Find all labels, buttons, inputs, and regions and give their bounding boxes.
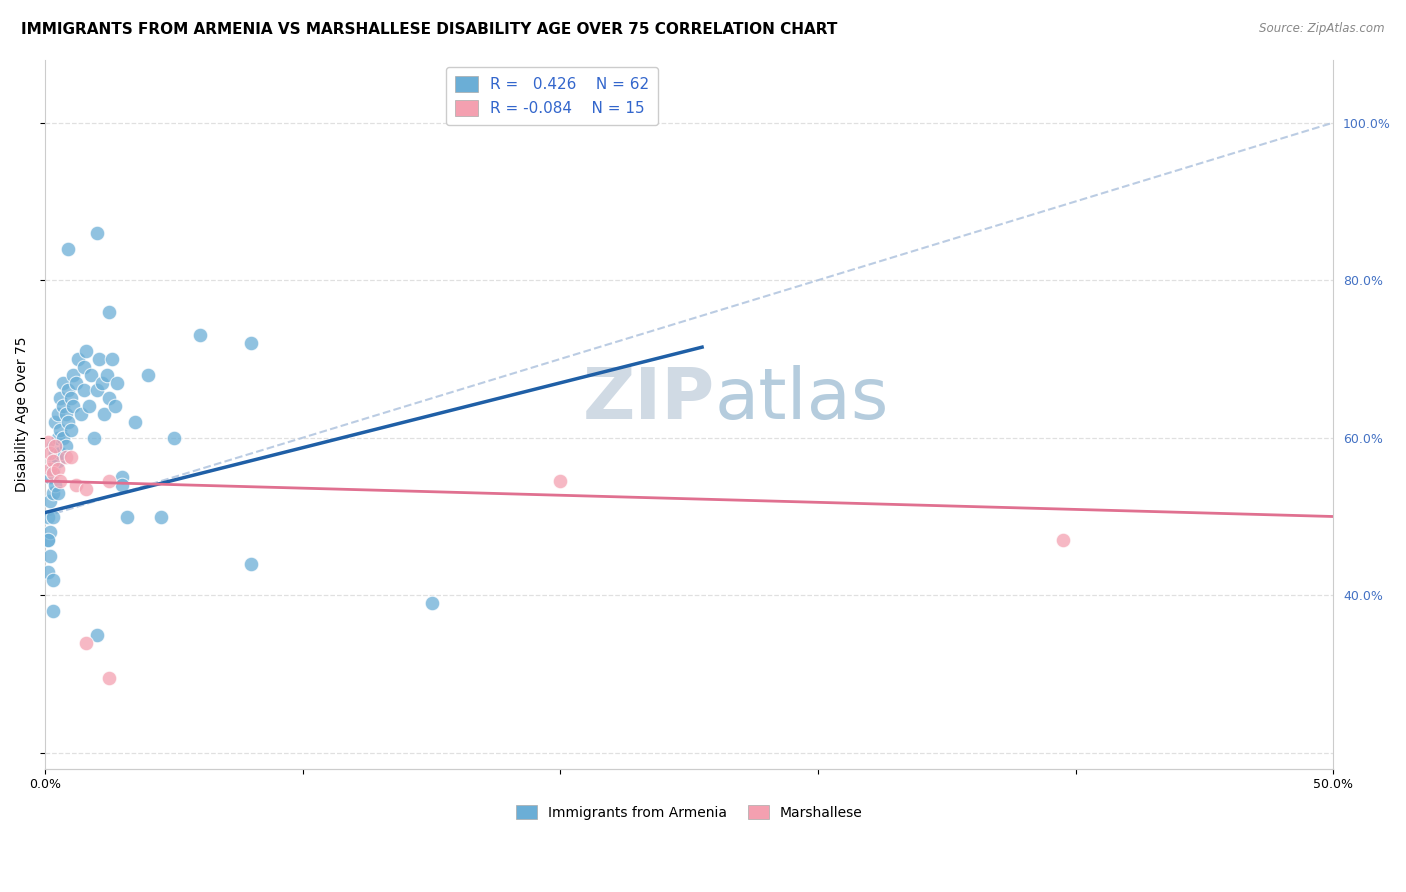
Point bbox=[39, 462, 62, 476]
Point bbox=[52, 431, 75, 445]
Point bbox=[49, 474, 72, 488]
Point bbox=[62, 399, 84, 413]
Point bbox=[39, 525, 62, 540]
Point bbox=[41, 454, 63, 468]
Point bbox=[62, 368, 84, 382]
Point bbox=[117, 509, 139, 524]
Point bbox=[37, 434, 59, 449]
Text: atlas: atlas bbox=[716, 366, 890, 434]
Point bbox=[49, 446, 72, 460]
Y-axis label: Disability Age Over 75: Disability Age Over 75 bbox=[15, 336, 30, 491]
Point bbox=[105, 376, 128, 390]
Point bbox=[41, 439, 63, 453]
Point bbox=[56, 415, 79, 429]
Legend: Immigrants from Armenia, Marshallese: Immigrants from Armenia, Marshallese bbox=[510, 799, 868, 825]
Point bbox=[46, 407, 69, 421]
Point bbox=[98, 671, 121, 685]
Point bbox=[39, 549, 62, 563]
Point bbox=[103, 399, 125, 413]
Point bbox=[98, 392, 121, 406]
Point bbox=[59, 450, 82, 465]
Point bbox=[55, 407, 77, 421]
Point bbox=[46, 462, 69, 476]
Point bbox=[37, 533, 59, 548]
Point bbox=[56, 384, 79, 398]
Point bbox=[44, 446, 66, 460]
Text: ZIP: ZIP bbox=[582, 366, 716, 434]
Point bbox=[55, 439, 77, 453]
Point bbox=[44, 415, 66, 429]
Point bbox=[44, 454, 66, 468]
Point bbox=[149, 509, 172, 524]
Point bbox=[41, 509, 63, 524]
Point bbox=[41, 462, 63, 476]
Point bbox=[86, 384, 108, 398]
Point bbox=[75, 482, 97, 496]
Point bbox=[65, 376, 87, 390]
Point bbox=[98, 474, 121, 488]
Point bbox=[101, 351, 124, 366]
Point bbox=[49, 423, 72, 437]
Point bbox=[98, 304, 121, 318]
Point bbox=[86, 628, 108, 642]
Point bbox=[37, 509, 59, 524]
Point bbox=[67, 351, 90, 366]
Point bbox=[56, 242, 79, 256]
Point bbox=[72, 384, 94, 398]
Point bbox=[124, 415, 146, 429]
Point bbox=[46, 431, 69, 445]
Point bbox=[46, 486, 69, 500]
Point bbox=[420, 596, 443, 610]
Point bbox=[70, 407, 93, 421]
Point bbox=[44, 478, 66, 492]
Point bbox=[93, 407, 115, 421]
Point bbox=[55, 450, 77, 465]
Point bbox=[86, 226, 108, 240]
Point bbox=[136, 368, 159, 382]
Point bbox=[37, 565, 59, 579]
Point bbox=[39, 470, 62, 484]
Point bbox=[83, 431, 105, 445]
Point bbox=[77, 399, 100, 413]
Point bbox=[59, 423, 82, 437]
Point bbox=[550, 474, 572, 488]
Point bbox=[41, 604, 63, 618]
Point bbox=[75, 635, 97, 649]
Point bbox=[39, 493, 62, 508]
Point bbox=[44, 439, 66, 453]
Point bbox=[49, 392, 72, 406]
Point bbox=[46, 454, 69, 468]
Point bbox=[240, 336, 263, 351]
Point bbox=[52, 376, 75, 390]
Text: Source: ZipAtlas.com: Source: ZipAtlas.com bbox=[1260, 22, 1385, 36]
Point bbox=[41, 466, 63, 480]
Text: IMMIGRANTS FROM ARMENIA VS MARSHALLESE DISABILITY AGE OVER 75 CORRELATION CHART: IMMIGRANTS FROM ARMENIA VS MARSHALLESE D… bbox=[21, 22, 838, 37]
Point bbox=[80, 368, 103, 382]
Point bbox=[90, 376, 112, 390]
Point bbox=[188, 328, 211, 343]
Point bbox=[59, 392, 82, 406]
Point bbox=[111, 478, 134, 492]
Point bbox=[41, 573, 63, 587]
Point bbox=[1052, 533, 1074, 548]
Point bbox=[41, 486, 63, 500]
Point bbox=[39, 446, 62, 460]
Point bbox=[96, 368, 118, 382]
Point bbox=[65, 478, 87, 492]
Point bbox=[37, 533, 59, 548]
Point bbox=[240, 557, 263, 571]
Point bbox=[72, 359, 94, 374]
Point bbox=[52, 399, 75, 413]
Point bbox=[75, 344, 97, 359]
Point bbox=[163, 431, 186, 445]
Point bbox=[111, 470, 134, 484]
Point bbox=[87, 351, 110, 366]
